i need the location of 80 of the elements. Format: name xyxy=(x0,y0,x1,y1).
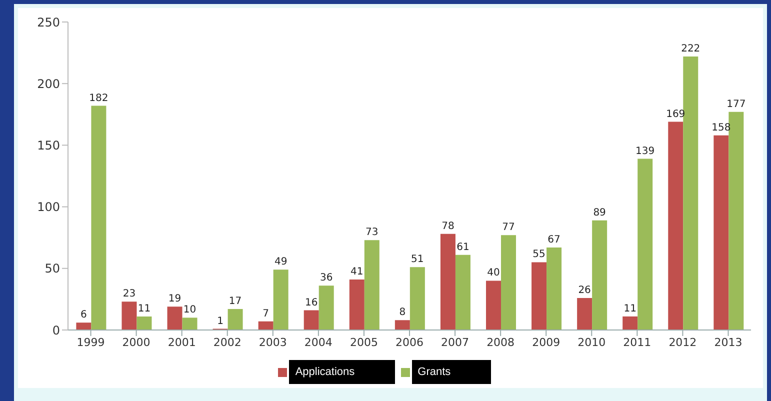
data-label: 67 xyxy=(548,234,560,246)
data-label: 36 xyxy=(320,272,333,284)
bar xyxy=(728,112,744,330)
x-tick-label: 2002 xyxy=(213,336,242,349)
bar xyxy=(410,267,425,330)
bar xyxy=(500,235,516,330)
bar xyxy=(76,322,92,330)
data-label: 40 xyxy=(487,268,500,279)
legend-label: Grants xyxy=(412,360,491,384)
bar xyxy=(364,240,380,330)
y-tick-label: 250 xyxy=(37,15,60,30)
y-tick-label: 200 xyxy=(37,76,60,91)
bar xyxy=(258,321,274,330)
x-tick-label: 1999 xyxy=(76,336,105,349)
bar xyxy=(273,270,288,330)
data-label: 139 xyxy=(636,146,655,157)
bar xyxy=(228,309,243,330)
x-tick-label: 2003 xyxy=(258,336,287,349)
bar xyxy=(136,316,152,330)
bar xyxy=(714,135,729,330)
x-tick-label: 2006 xyxy=(396,336,424,349)
x-tick-label: 2001 xyxy=(168,336,196,349)
data-label: 17 xyxy=(228,296,242,308)
bar xyxy=(577,298,592,330)
x-tick-label: 2008 xyxy=(486,336,515,349)
bar xyxy=(318,286,334,330)
legend-label: Applications xyxy=(289,360,395,384)
bar xyxy=(440,234,456,330)
data-label: 26 xyxy=(578,284,591,296)
data-label: 77 xyxy=(502,222,515,234)
x-tick-label: 2010 xyxy=(578,336,606,349)
data-label: 177 xyxy=(726,98,746,110)
y-tick-label: 50 xyxy=(44,262,60,276)
y-tick-label: 0 xyxy=(52,323,60,338)
data-label: 182 xyxy=(89,92,108,104)
data-label: 10 xyxy=(183,304,196,316)
bar xyxy=(167,306,182,330)
data-label: 89 xyxy=(593,207,606,218)
data-label: 11 xyxy=(624,303,636,314)
bar xyxy=(592,220,608,330)
x-tick-label: 2013 xyxy=(714,336,742,349)
bar xyxy=(91,106,106,330)
bar xyxy=(182,318,198,330)
data-label: 61 xyxy=(456,242,470,253)
y-tick-label: 100 xyxy=(37,200,60,214)
data-label: 51 xyxy=(411,254,424,266)
data-label: 11 xyxy=(138,303,151,314)
data-label: 41 xyxy=(350,266,364,278)
data-label: 49 xyxy=(274,256,288,268)
bar xyxy=(638,158,653,330)
bar xyxy=(486,280,501,330)
data-label: 8 xyxy=(399,307,406,318)
data-label: 78 xyxy=(442,220,454,232)
bar xyxy=(622,316,638,330)
bar xyxy=(668,122,684,330)
x-tick-label: 2007 xyxy=(441,336,470,349)
x-tick-label: 2011 xyxy=(623,336,652,349)
bar xyxy=(455,254,470,330)
x-tick-label: 2004 xyxy=(304,336,332,349)
bar xyxy=(349,279,364,330)
bar xyxy=(546,247,562,330)
data-label: 222 xyxy=(681,43,700,54)
data-label: 6 xyxy=(80,310,87,321)
x-tick-label: 2012 xyxy=(668,336,697,349)
x-tick-label: 2000 xyxy=(122,336,150,349)
bar xyxy=(532,262,547,330)
data-label: 19 xyxy=(168,294,182,305)
bar xyxy=(394,320,410,330)
data-label: 73 xyxy=(366,227,378,238)
data-label: 23 xyxy=(122,288,136,300)
data-label: 55 xyxy=(532,249,546,260)
y-tick-label: 150 xyxy=(37,138,60,152)
bar xyxy=(683,56,698,330)
x-tick-label: 2005 xyxy=(350,336,378,349)
bar xyxy=(122,302,137,330)
bar xyxy=(304,310,319,330)
x-tick-label: 2009 xyxy=(532,336,560,349)
data-label: 16 xyxy=(304,297,318,308)
data-label: 7 xyxy=(262,308,270,320)
data-label: 1 xyxy=(217,316,224,327)
